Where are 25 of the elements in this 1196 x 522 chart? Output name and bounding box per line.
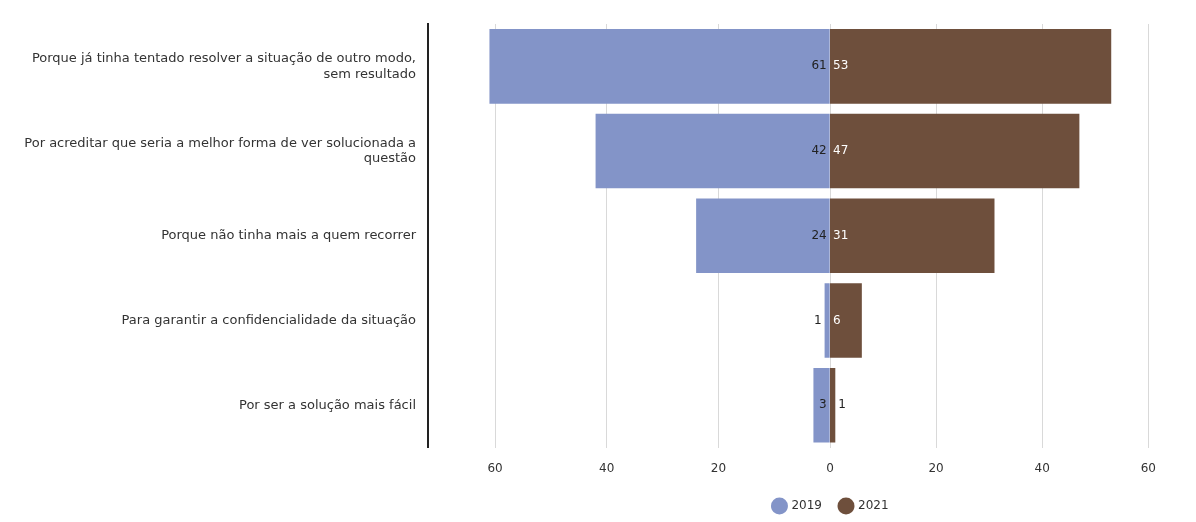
data-label: 61 [811, 58, 827, 73]
data-label: 24 [811, 227, 827, 242]
data-label: 6 [833, 312, 841, 327]
y-tick-label: Para garantir a confidencialidade da situação [121, 311, 417, 327]
data-label: 31 [833, 227, 849, 242]
legend-label: 2019 [791, 498, 823, 513]
y-tick-label: Por ser a solução mais fácil [239, 396, 416, 412]
y-tick-label: Porque não tinha mais a quem recorrer [161, 227, 417, 243]
data-label: 1 [838, 397, 847, 412]
data-label: 42 [811, 143, 827, 158]
x-tick-label: 40 [599, 460, 615, 475]
data-label: 1 [813, 312, 822, 327]
x-tick-label: 20 [710, 460, 727, 475]
x-tick-label: 60 [487, 460, 503, 475]
x-tick-label: 60 [1140, 460, 1157, 475]
y-tick-label: Porque já tinha tentado resolver a situação de outro modo, sem resultado [31, 49, 417, 81]
x-tick-label: 0 [826, 460, 834, 475]
y-tick-label: Por acreditar que seria a melhor forma de ver solucionada a questão [24, 134, 417, 166]
data-label: 53 [833, 58, 849, 73]
bar [824, 283, 830, 358]
x-tick-label: 20 [928, 460, 944, 475]
x-tick-label: 40 [1034, 460, 1051, 475]
legend-label: 2021 [858, 498, 889, 513]
data-label: 47 [833, 143, 849, 158]
data-label: 3 [819, 397, 827, 412]
